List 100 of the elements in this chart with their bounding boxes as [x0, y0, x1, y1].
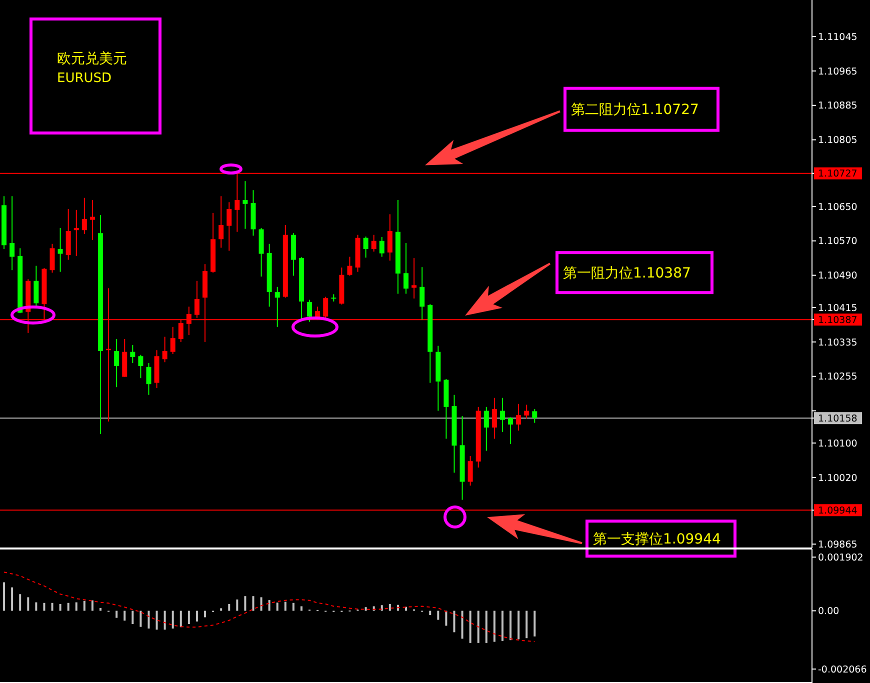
bar — [526, 610, 528, 638]
y-tick-label: 1.10727 — [818, 168, 858, 180]
candlestick — [404, 242, 408, 294]
candlestick — [307, 299, 312, 322]
line-series — [4, 572, 536, 642]
bar — [132, 610, 134, 624]
annotation: 第二阻力位1.10727 — [571, 102, 699, 118]
bar — [140, 610, 142, 627]
bar — [445, 610, 448, 626]
y-tick-label: 1.10335 — [818, 337, 858, 348]
bar — [196, 610, 198, 622]
y-tick-label: 1.10570 — [818, 236, 858, 248]
candlestick — [114, 338, 120, 388]
bar — [453, 610, 456, 632]
bar — [180, 610, 182, 628]
y-tick-label: 1.09865 — [818, 539, 858, 550]
candlestick — [146, 362, 152, 396]
bar — [461, 610, 464, 639]
y-tick-label: 1.10650 — [818, 202, 858, 213]
candlestick — [468, 455, 473, 486]
bar — [27, 597, 30, 611]
bar — [188, 610, 190, 624]
y-tick-label: 1.10965 — [818, 66, 858, 78]
bar — [469, 610, 472, 643]
bar — [204, 610, 206, 618]
candlestick — [82, 197, 87, 234]
bar — [75, 602, 78, 611]
bar — [364, 607, 367, 611]
bar — [244, 596, 246, 611]
candlestick — [412, 258, 417, 300]
bar — [518, 610, 520, 640]
candlestick — [323, 296, 328, 318]
bar — [300, 606, 302, 611]
bar — [43, 602, 46, 611]
y-tick-label: -0.002066 — [818, 664, 867, 676]
bar — [156, 610, 158, 630]
annotation: 第一阻力位1.10387 — [563, 265, 691, 282]
candlestick — [130, 344, 136, 364]
y-tick-label: 1.10885 — [818, 100, 858, 112]
y-tick-label: 0.00 — [818, 606, 840, 618]
candlestick — [226, 202, 232, 252]
candlestick — [508, 416, 514, 444]
bar — [252, 596, 254, 611]
candlestick — [58, 227, 63, 272]
y-tick-label: 1.10805 — [818, 135, 858, 146]
bar — [51, 602, 54, 611]
bar — [388, 604, 391, 611]
text: 欧元兑美元 — [57, 51, 127, 67]
bar — [380, 605, 383, 611]
candlestick — [387, 214, 392, 262]
bar — [91, 600, 94, 611]
bar — [260, 597, 262, 611]
bar — [501, 610, 504, 641]
annotation: 第一支撑位1.09944 — [593, 532, 721, 548]
y-tick-label: 0.001902 — [818, 552, 864, 564]
bar — [534, 610, 536, 636]
bar — [510, 610, 512, 640]
bar — [99, 608, 102, 611]
bar — [429, 610, 432, 616]
candlestick — [532, 408, 538, 424]
bar — [116, 610, 118, 618]
bar — [35, 602, 38, 611]
y-tick-label: 1.10490 — [818, 270, 858, 282]
candlestick — [331, 294, 336, 302]
y-tick-label: 1.10158 — [818, 413, 858, 424]
bar — [172, 610, 174, 629]
candlestick — [90, 200, 95, 241]
bar — [148, 610, 150, 629]
candlestick — [170, 326, 176, 355]
candlestick — [218, 196, 224, 248]
text: EURUSD — [57, 71, 112, 86]
bar — [83, 600, 86, 611]
candlestick — [484, 406, 489, 452]
bar — [11, 587, 14, 611]
candlestick — [274, 286, 280, 328]
candlestick — [50, 243, 55, 274]
bar — [164, 610, 166, 630]
candlestick — [74, 209, 79, 256]
y-tick-label: 1.10255 — [818, 372, 858, 383]
candlestick — [347, 256, 352, 276]
candlestick — [162, 336, 168, 363]
bar — [124, 610, 126, 621]
candlestick — [34, 265, 39, 306]
bar — [477, 610, 480, 643]
bar — [493, 610, 496, 642]
candlestick — [524, 404, 530, 420]
y-tick-label: 1.10100 — [818, 438, 858, 450]
candlestick — [516, 403, 522, 432]
bar — [268, 600, 270, 611]
bar — [276, 602, 278, 611]
bar — [220, 608, 222, 611]
bar — [292, 602, 294, 611]
bar — [284, 602, 286, 611]
y-tick-label: 1.11045 — [818, 32, 858, 43]
y-tick-label: 1.10415 — [818, 302, 858, 314]
bar — [437, 610, 440, 620]
candlestick — [500, 397, 505, 432]
y-tick-label: 1.10020 — [818, 472, 858, 484]
candlestick — [420, 266, 425, 320]
bar — [236, 599, 238, 611]
